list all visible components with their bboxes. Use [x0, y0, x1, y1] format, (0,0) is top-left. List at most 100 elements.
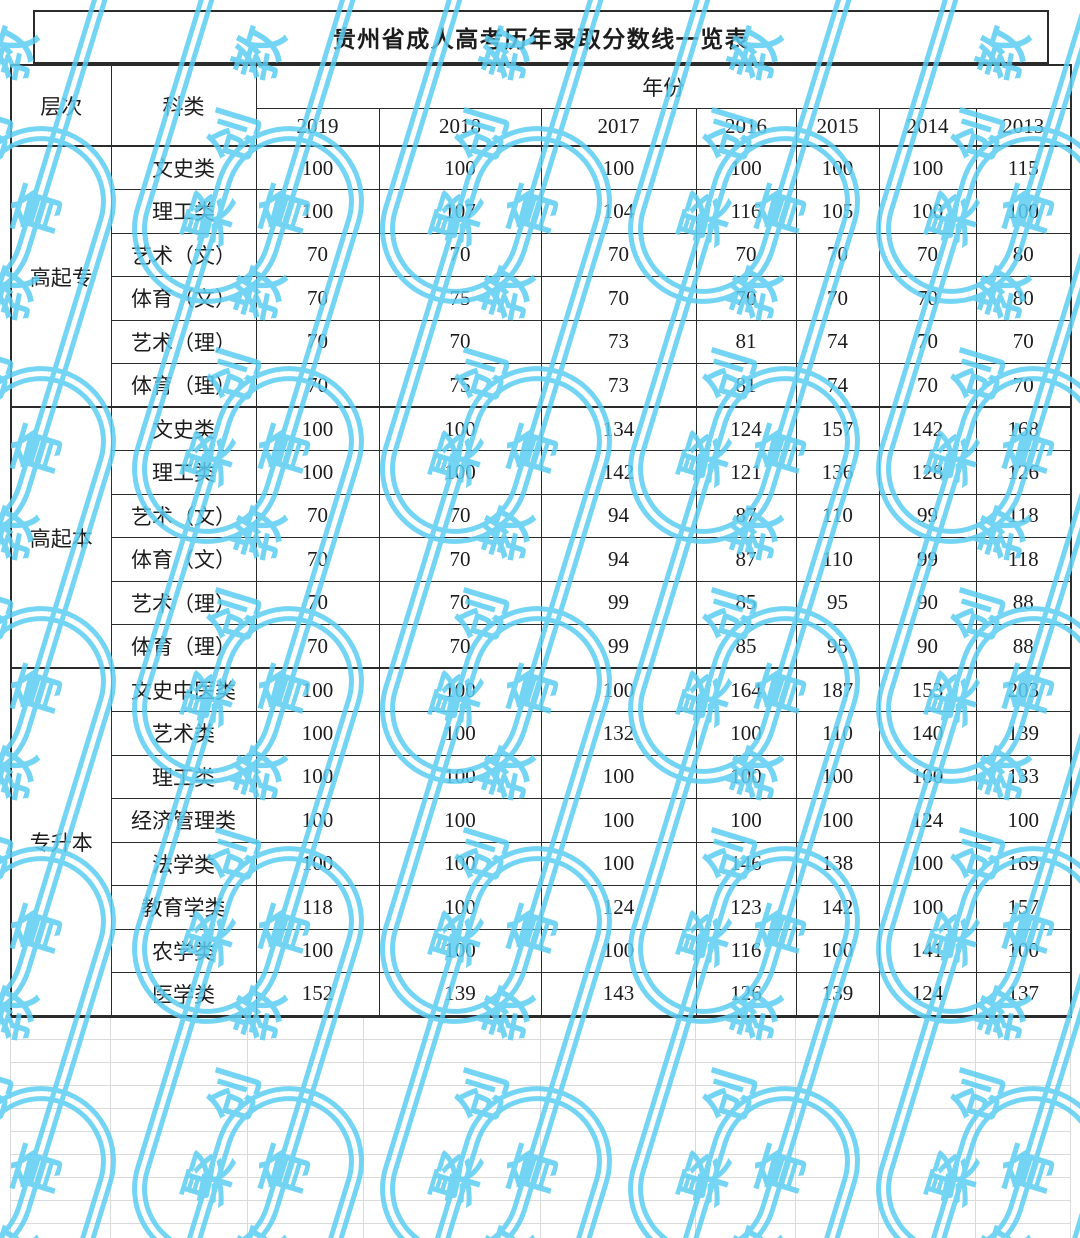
- score-cell: 88: [975, 624, 1072, 669]
- score-cell: 70: [695, 232, 797, 277]
- score-cell: 100: [255, 754, 380, 799]
- score-cell: 85: [695, 580, 797, 625]
- score-cell: 94: [540, 493, 697, 538]
- category-cell: 艺术（文）: [110, 232, 257, 277]
- year-cell: 2014: [878, 107, 977, 147]
- score-cell: 164: [695, 667, 797, 712]
- score-cell: 88: [975, 580, 1072, 625]
- grid-line: [10, 1039, 1070, 1040]
- score-cell: 133: [975, 754, 1072, 799]
- table-row: 艺术类 100 100 132 100 110 140 139: [11, 711, 1072, 756]
- grid-line: [363, 1016, 364, 1238]
- score-cell: 107: [378, 189, 542, 234]
- score-cell: 70: [255, 537, 380, 582]
- score-cell: 100: [540, 145, 697, 190]
- score-cell: 80: [975, 232, 1072, 277]
- category-cell: 体育（理）: [110, 363, 257, 408]
- score-cell: 100: [255, 145, 380, 190]
- score-cell: 110: [795, 537, 880, 582]
- table-body: 高起专 文史类 100 100 100 100 100 100 115 理工类 100 107 104 1…: [10, 145, 1072, 1017]
- score-cell: 100: [378, 841, 542, 886]
- score-cell: 100: [255, 406, 380, 451]
- score-cell: 90: [878, 624, 977, 669]
- header-row-year: 层次 科类 年份: [10, 64, 1072, 147]
- score-cell: 81: [695, 319, 797, 364]
- table-row: 教育学类 118 100 124 123 142 100 157: [11, 885, 1072, 930]
- score-cell: 100: [378, 798, 542, 843]
- score-cell: 100: [255, 667, 380, 712]
- score-cell: 142: [878, 406, 977, 451]
- score-cell: 70: [255, 493, 380, 538]
- table-row: 农学类 100 100 100 116 100 141 100: [11, 928, 1072, 973]
- score-cell: 157: [975, 885, 1072, 930]
- category-cell: 农学类: [110, 928, 257, 973]
- score-cell: 146: [695, 841, 797, 886]
- score-cell: 70: [695, 276, 797, 321]
- score-cell: 100: [695, 145, 797, 190]
- score-cell: 100: [540, 667, 697, 712]
- score-cell: 116: [695, 928, 797, 973]
- grid-line: [1070, 1016, 1071, 1238]
- score-cell: 100: [878, 754, 977, 799]
- category-cell: 理工类: [110, 189, 257, 234]
- grid-line: [975, 1016, 976, 1238]
- header-level: 层次: [10, 64, 112, 147]
- score-cell: 87: [695, 537, 797, 582]
- score-cell: 100: [378, 450, 542, 495]
- score-cell: 100: [695, 711, 797, 756]
- score-cell: 168: [975, 406, 1072, 451]
- score-cell: 80: [975, 276, 1072, 321]
- score-cell: 70: [378, 232, 542, 277]
- score-cell: 203: [975, 667, 1072, 712]
- table-row: 高起专 文史类 100 100 100 100 100 100 115: [10, 145, 1072, 408]
- grid-line: [878, 1016, 879, 1238]
- category-cell: 理工类: [110, 450, 257, 495]
- score-cell: 75: [378, 363, 542, 408]
- score-cell: 99: [540, 624, 697, 669]
- score-cell: 100: [878, 145, 977, 190]
- year-cell: 2018: [378, 107, 542, 147]
- score-cell: 99: [540, 580, 697, 625]
- category-cell: 文史类: [110, 406, 257, 451]
- score-cell: 137: [975, 972, 1072, 1017]
- grid-line: [10, 1108, 1070, 1109]
- score-cell: 70: [378, 624, 542, 669]
- year-cell: 2016: [695, 107, 797, 147]
- table-row: 理工类 100 100 142 121 136 128 126: [11, 450, 1072, 495]
- score-cell: 70: [878, 363, 977, 408]
- category-cell: 体育（文）: [110, 537, 257, 582]
- score-cell: 100: [695, 798, 797, 843]
- score-cell: 70: [795, 276, 880, 321]
- score-cell: 70: [255, 580, 380, 625]
- score-cell: 115: [975, 145, 1072, 190]
- score-cell: 141: [878, 928, 977, 973]
- category-cell: 艺术类: [110, 711, 257, 756]
- score-cell: 152: [255, 972, 380, 1017]
- score-cell: 100: [255, 928, 380, 973]
- score-cell: 140: [878, 711, 977, 756]
- table-row: 理工类 100 100 100 100 100 100 133: [11, 754, 1072, 799]
- score-cell: 100: [540, 798, 697, 843]
- score-cell: 100: [540, 841, 697, 886]
- score-cell: 139: [975, 711, 1072, 756]
- category-cell: 文史类: [110, 145, 257, 190]
- table-row: 艺术（理） 70 70 73 81 74 70 70: [11, 319, 1072, 364]
- grid-line: [10, 1154, 1070, 1155]
- level-cell: 高起本: [10, 406, 112, 669]
- score-cell: 132: [540, 711, 697, 756]
- score-cell: 110: [795, 493, 880, 538]
- score-cell: 75: [378, 276, 542, 321]
- category-cell: 体育（文）: [110, 276, 257, 321]
- score-table: 层次 科类 年份 2019 2018 2017 2016 2015 2014 2…: [10, 64, 1073, 1018]
- score-cell: 81: [695, 363, 797, 408]
- score-cell: 99: [878, 537, 977, 582]
- score-cell: 100: [378, 667, 542, 712]
- score-cell: 70: [878, 232, 977, 277]
- table-row: 专升本 文史中医类 100 100 100 164 187 153 203: [10, 667, 1072, 1017]
- score-cell: 100: [795, 754, 880, 799]
- score-cell: 139: [795, 972, 880, 1017]
- score-cell: 100: [378, 711, 542, 756]
- header-category: 科类: [110, 64, 257, 147]
- table-row: 艺术（文） 70 70 94 87 110 99 118: [11, 493, 1072, 538]
